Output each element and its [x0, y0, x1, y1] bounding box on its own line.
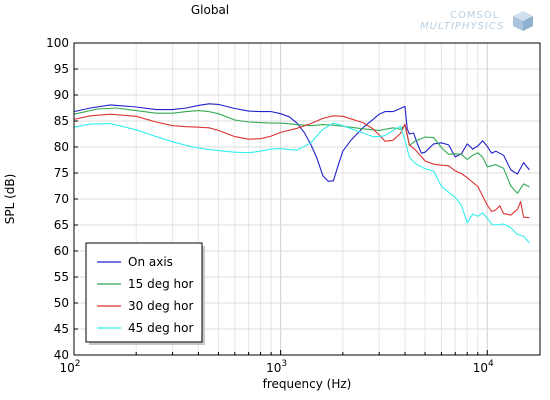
legend-label: 15 deg hor	[128, 277, 193, 291]
series-line-1	[73, 103, 530, 182]
x-tick-label: 102	[59, 359, 80, 375]
y-axis: 40 45 50 55 60 65 70 75 80 85 90 95 100	[46, 36, 78, 362]
x-tick-label: 103	[266, 359, 287, 375]
comsol-logo: COMSOL MULTIPHYSICS	[420, 8, 540, 34]
x-axis-label: frequency (Hz)	[263, 377, 352, 391]
y-tick-label: 65	[54, 218, 69, 232]
x-tick-label: 104	[473, 359, 494, 375]
y-tick-label: 85	[54, 114, 69, 128]
y-tick-label: 40	[54, 348, 69, 362]
y-tick-label: 80	[54, 140, 69, 154]
y-tick-label: 95	[54, 62, 69, 76]
y-tick-label: 55	[54, 270, 69, 284]
comsol-cube-icon	[513, 11, 533, 31]
series-line-2	[73, 107, 530, 194]
y-tick-label: 45	[54, 322, 69, 336]
series-lines	[73, 103, 530, 244]
series-line-3	[73, 113, 530, 219]
y-tick-label: 100	[46, 36, 69, 50]
y-axis-label: SPL (dB)	[3, 174, 17, 225]
logo-line2: MULTIPHYSICS	[420, 21, 505, 32]
chart-title: Global	[190, 3, 230, 17]
legend-label: On axis	[128, 255, 173, 269]
legend-box	[85, 242, 203, 343]
y-tick-label: 50	[54, 296, 69, 310]
x-axis: 102 103 104	[59, 350, 494, 375]
legend-label: 30 deg hor	[128, 299, 193, 313]
y-tick-label: 60	[54, 244, 69, 258]
series-line-4	[73, 122, 530, 244]
logo-line1: COMSOL	[450, 10, 500, 21]
legend-label: 45 deg hor	[128, 321, 193, 335]
y-tick-label: 75	[54, 166, 69, 180]
legend: On axis 15 deg hor 30 deg hor 45 deg hor	[85, 242, 205, 345]
y-tick-label: 90	[54, 88, 69, 102]
y-tick-label: 70	[54, 192, 69, 206]
